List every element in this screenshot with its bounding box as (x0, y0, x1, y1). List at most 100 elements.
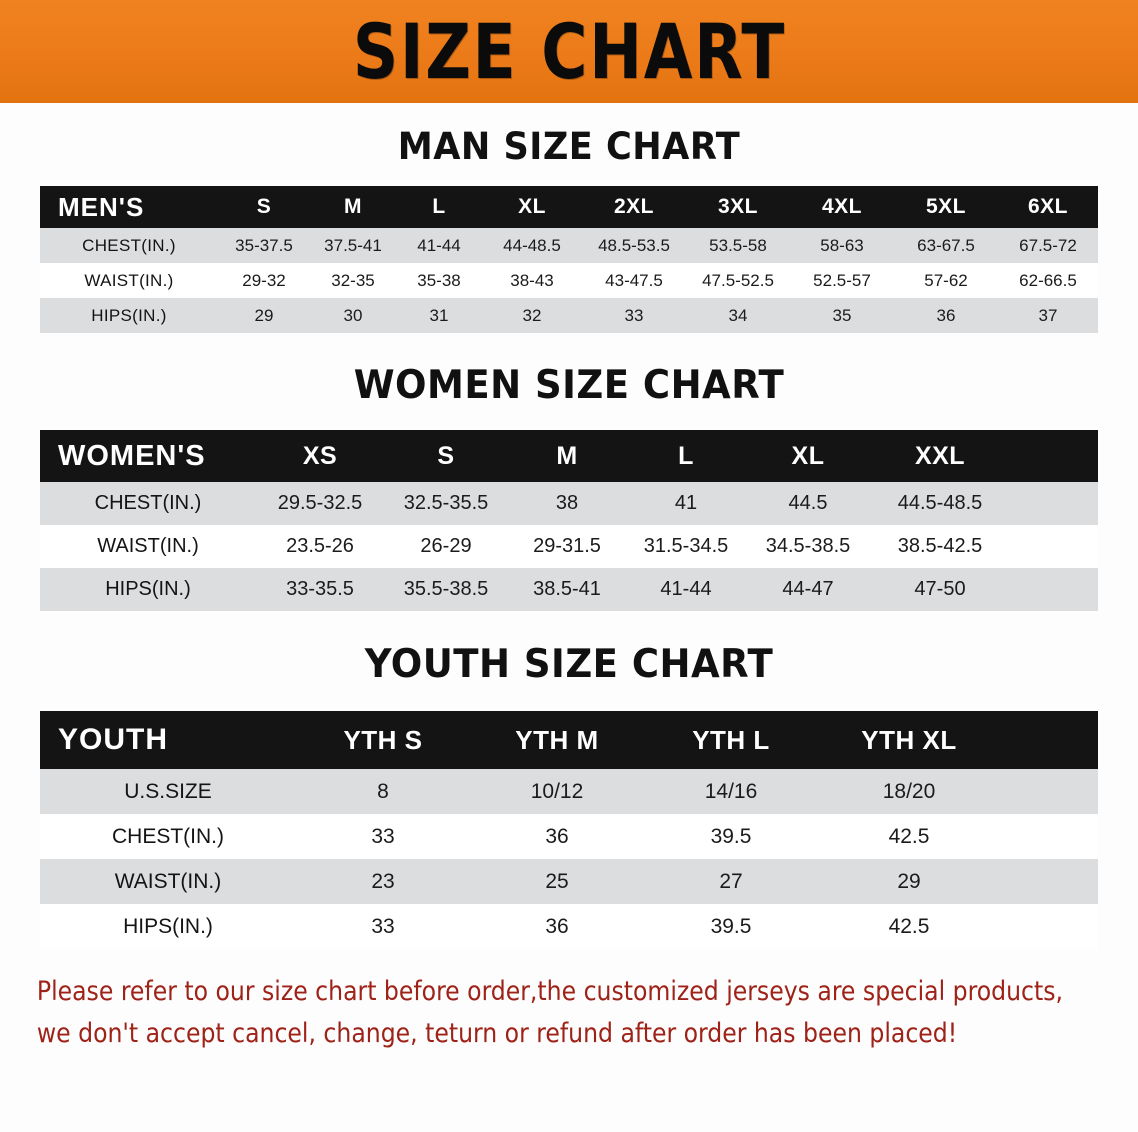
table-corner-label: YOUTH (40, 711, 296, 769)
measurement-cell: 31.5-34.5 (626, 525, 746, 568)
measurement-cell: 44-47 (746, 568, 870, 611)
measurement-cell: 41-44 (626, 568, 746, 611)
measurement-cell: 47-50 (870, 568, 1010, 611)
measurement-cell: 36 (894, 298, 998, 333)
row-label: WAIST(IN.) (40, 263, 218, 298)
women-size-table: WOMEN'S XS S M L XL XXL CHEST(IN.) 29.5-32.5 32.… (40, 430, 1098, 611)
measurement-cell: 23.5-26 (256, 525, 384, 568)
measurement-cell: 35 (790, 298, 894, 333)
measurement-cell: 57-62 (894, 263, 998, 298)
table-corner-label: WOMEN'S (40, 430, 256, 482)
youth-table-body: U.S.SIZE 8 10/12 14/16 18/20 CHEST(IN.) 33 36 39… (40, 769, 1098, 949)
measurement-cell: 25 (470, 859, 644, 904)
disclaimer-line-1: Please refer to our size chart before or… (36, 976, 1063, 1007)
measurement-cell: 14/16 (644, 769, 818, 814)
header-spacer (1000, 711, 1098, 769)
table-row: HIPS(IN.) 33-35.5 35.5-38.5 38.5-41 41-44 44-… (40, 568, 1098, 611)
column-header-xl: XL (482, 186, 582, 228)
column-header-2xl: 2XL (582, 186, 686, 228)
measurement-cell: 38.5-42.5 (870, 525, 1010, 568)
column-header-s: S (384, 430, 508, 482)
column-header-m: M (310, 186, 396, 228)
measurement-cell: 53.5-58 (686, 228, 790, 263)
column-header-l: L (396, 186, 482, 228)
row-spacer (1010, 482, 1098, 525)
column-header-yth-xl: YTH XL (818, 711, 1000, 769)
row-spacer (1000, 904, 1098, 949)
man-section-title: MAN SIZE CHART (397, 125, 741, 168)
measurement-cell: 67.5-72 (998, 228, 1098, 263)
women-table-body: CHEST(IN.) 29.5-32.5 32.5-35.5 38 41 44.5 44.5… (40, 482, 1098, 611)
measurement-cell: 38-43 (482, 263, 582, 298)
measurement-cell: 32.5-35.5 (384, 482, 508, 525)
row-spacer (1010, 568, 1098, 611)
measurement-cell: 10/12 (470, 769, 644, 814)
measurement-cell: 44-48.5 (482, 228, 582, 263)
table-row: HIPS(IN.) 33 36 39.5 42.5 (40, 904, 1098, 949)
column-header-xxl: XXL (870, 430, 1010, 482)
measurement-cell: 44.5-48.5 (870, 482, 1010, 525)
measurement-cell: 36 (470, 904, 644, 949)
measurement-cell: 35-37.5 (218, 228, 310, 263)
table-corner-label: MEN'S (40, 186, 218, 228)
measurement-cell: 33 (296, 814, 470, 859)
table-row: WAIST(IN.) 23 25 27 29 (40, 859, 1098, 904)
column-header-l: L (626, 430, 746, 482)
column-header-3xl: 3XL (686, 186, 790, 228)
measurement-cell: 29.5-32.5 (256, 482, 384, 525)
row-label: HIPS(IN.) (40, 568, 256, 611)
column-header-yth-m: YTH M (470, 711, 644, 769)
measurement-cell: 33 (582, 298, 686, 333)
measurement-cell: 23 (296, 859, 470, 904)
measurement-cell: 31 (396, 298, 482, 333)
column-header-m: M (508, 430, 626, 482)
women-section-title: WOMEN SIZE CHART (353, 363, 785, 408)
measurement-cell: 35.5-38.5 (384, 568, 508, 611)
column-header-4xl: 4XL (790, 186, 894, 228)
measurement-cell: 37 (998, 298, 1098, 333)
measurement-cell: 39.5 (644, 814, 818, 859)
row-label: HIPS(IN.) (40, 298, 218, 333)
measurement-cell: 43-47.5 (582, 263, 686, 298)
youth-section-title: YOUTH SIZE CHART (364, 642, 774, 687)
row-label: CHEST(IN.) (40, 814, 296, 859)
man-table-wrapper: MEN'S S M L XL 2XL 3XL 4XL 5XL 6XL CHEST(IN.) 35-3… (0, 186, 1138, 333)
row-spacer (1010, 525, 1098, 568)
measurement-cell: 29-32 (218, 263, 310, 298)
disclaimer-line-2: we don't accept cancel, change, teturn o… (36, 1017, 958, 1049)
measurement-cell: 29 (818, 859, 1000, 904)
table-row: HIPS(IN.) 29 30 31 32 33 34 35 36 37 (40, 298, 1098, 333)
table-row: CHEST(IN.) 35-37.5 37.5-41 41-44 44-48.5 48.5… (40, 228, 1098, 263)
column-header-yth-l: YTH L (644, 711, 818, 769)
measurement-cell: 44.5 (746, 482, 870, 525)
row-label: CHEST(IN.) (40, 482, 256, 525)
measurement-cell: 58-63 (790, 228, 894, 263)
measurement-cell: 47.5-52.5 (686, 263, 790, 298)
measurement-cell: 42.5 (818, 904, 1000, 949)
women-table-wrapper: WOMEN'S XS S M L XL XXL CHEST(IN.) 29.5-32.5 32.… (0, 430, 1138, 611)
row-label: U.S.SIZE (40, 769, 296, 814)
table-row: CHEST(IN.) 33 36 39.5 42.5 (40, 814, 1098, 859)
measurement-cell: 33 (296, 904, 470, 949)
table-row: WAIST(IN.) 29-32 32-35 35-38 38-43 43-47.5 47.… (40, 263, 1098, 298)
measurement-cell: 38 (508, 482, 626, 525)
column-header-s: S (218, 186, 310, 228)
measurement-cell: 37.5-41 (310, 228, 396, 263)
measurement-cell: 52.5-57 (790, 263, 894, 298)
header-spacer (1010, 430, 1098, 482)
row-label: HIPS(IN.) (40, 904, 296, 949)
measurement-cell: 36 (470, 814, 644, 859)
women-table-header-row: WOMEN'S XS S M L XL XXL (40, 430, 1098, 482)
measurement-cell: 26-29 (384, 525, 508, 568)
youth-table-header-row: YOUTH YTH S YTH M YTH L YTH XL (40, 711, 1098, 769)
column-header-xl: XL (746, 430, 870, 482)
table-row: WAIST(IN.) 23.5-26 26-29 29-31.5 31.5-34.5 34… (40, 525, 1098, 568)
measurement-cell: 33-35.5 (256, 568, 384, 611)
row-label: WAIST(IN.) (40, 859, 296, 904)
man-table-header-row: MEN'S S M L XL 2XL 3XL 4XL 5XL 6XL (40, 186, 1098, 228)
measurement-cell: 39.5 (644, 904, 818, 949)
page-banner: SIZE CHART (0, 0, 1138, 103)
measurement-cell: 38.5-41 (508, 568, 626, 611)
measurement-cell: 30 (310, 298, 396, 333)
